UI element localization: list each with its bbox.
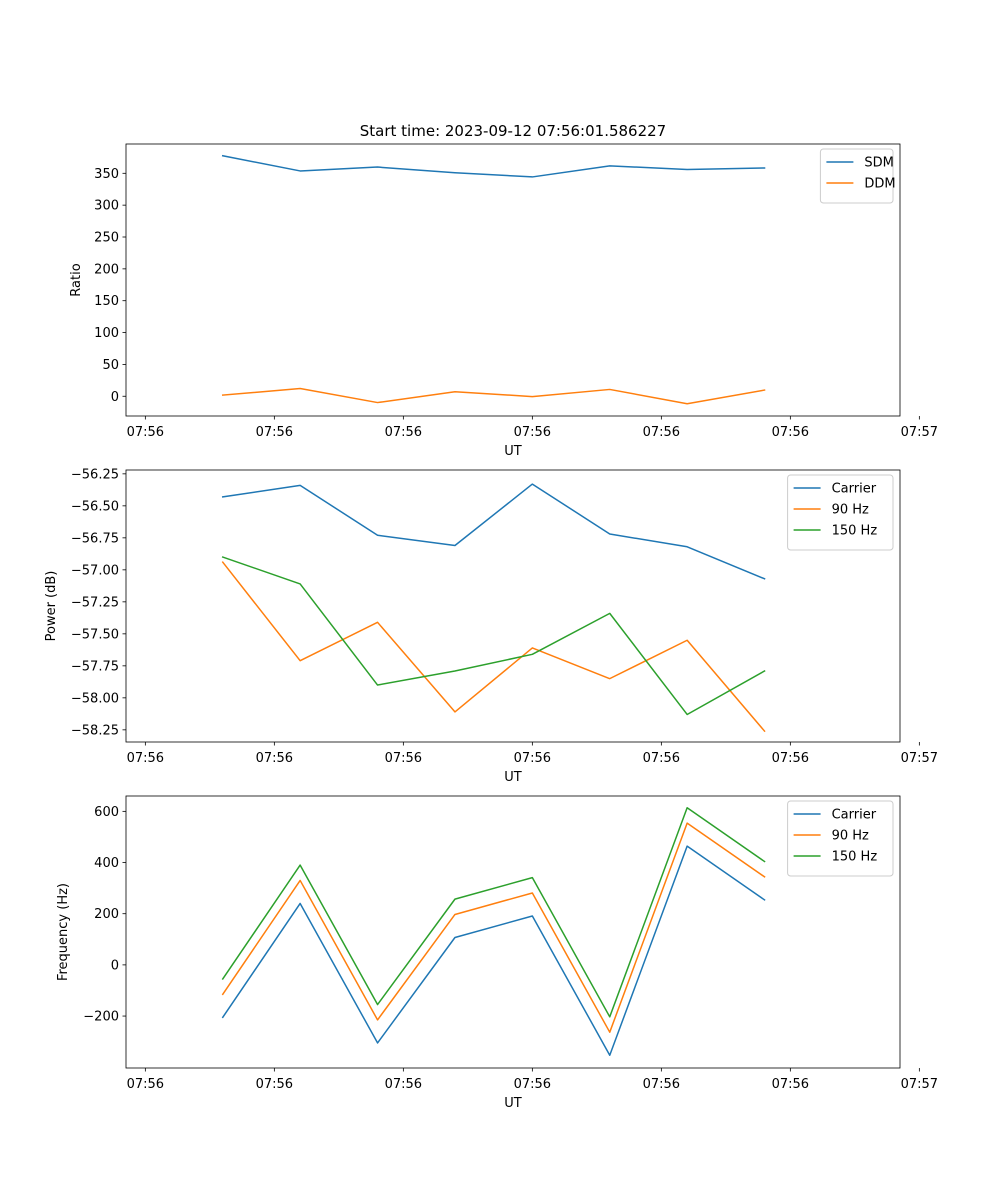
y-tick-label: −56.50 bbox=[71, 499, 119, 514]
x-tick-label: 07:56 bbox=[643, 751, 680, 766]
series-line-sdm bbox=[221, 154, 766, 178]
y-tick-label: −57.25 bbox=[71, 595, 119, 610]
y-tick-label: 200 bbox=[94, 907, 119, 922]
legend-label-ddm: DDM bbox=[864, 177, 895, 192]
x-tick-label: 07:56 bbox=[514, 1077, 551, 1092]
y-tick-label: 400 bbox=[94, 856, 119, 871]
x-tick-label: 07:56 bbox=[772, 1077, 809, 1092]
x-axis-label: UT bbox=[504, 770, 522, 785]
legend-frame bbox=[787, 800, 894, 877]
x-tick-label: 07:56 bbox=[127, 751, 164, 766]
x-tick-label: 07:56 bbox=[256, 425, 293, 440]
x-tick-label: 07:56 bbox=[772, 751, 809, 766]
legend-label-150-hz: 150 Hz bbox=[832, 524, 878, 539]
y-tick-label: 300 bbox=[94, 199, 119, 214]
legend-label-sdm: SDM bbox=[864, 156, 893, 171]
x-tick-label: 07:56 bbox=[127, 425, 164, 440]
x-tick-label: 07:57 bbox=[901, 751, 938, 766]
series-line-carrier bbox=[221, 483, 766, 580]
series-line-90-hz bbox=[221, 822, 766, 1033]
y-tick-label: 350 bbox=[94, 167, 119, 182]
y-tick-label: 150 bbox=[94, 294, 119, 309]
y-tick-label: −200 bbox=[83, 1010, 119, 1025]
x-axis-label: UT bbox=[504, 1096, 522, 1111]
y-tick-label: −56.75 bbox=[71, 531, 119, 546]
subplot-ratio: 07:56 07:56 07:56 07:56 07:56 07:56 07:57 0 50 10… bbox=[69, 143, 938, 459]
x-tick-label: 07:56 bbox=[643, 1077, 680, 1092]
y-tick-label: 250 bbox=[94, 231, 119, 246]
y-axis-label: Ratio bbox=[69, 263, 84, 296]
y-tick-label: −56.25 bbox=[71, 467, 119, 482]
series-line-carrier bbox=[221, 845, 766, 1056]
figure-title: Start time: 2023-09-12 07:56:01.586227 bbox=[360, 122, 666, 140]
series-line-150-hz bbox=[221, 556, 766, 716]
subplot-frequency: 07:56 07:56 07:56 07:56 07:56 07:56 07:57 −200 0… bbox=[56, 795, 938, 1111]
legend-label-carrier: Carrier bbox=[832, 808, 877, 823]
axes-frame bbox=[125, 143, 901, 417]
x-axis-label: UT bbox=[504, 444, 522, 459]
series-line-150-hz bbox=[221, 807, 766, 1018]
x-tick-label: 07:56 bbox=[514, 425, 551, 440]
x-tick-label: 07:56 bbox=[772, 425, 809, 440]
y-axis-label: Power (dB) bbox=[44, 571, 59, 642]
legend: Carrier 90 Hz 150 Hz bbox=[787, 800, 894, 877]
y-tick-label: 0 bbox=[111, 958, 119, 973]
y-tick-label: 200 bbox=[94, 262, 119, 277]
axes-frame bbox=[125, 469, 901, 743]
x-tick-label: 07:56 bbox=[256, 751, 293, 766]
x-tick-label: 07:57 bbox=[901, 425, 938, 440]
y-tick-label: −57.75 bbox=[71, 659, 119, 674]
y-tick-label: −57.50 bbox=[71, 627, 119, 642]
y-tick-label: 0 bbox=[111, 390, 119, 405]
x-tick-label: 07:56 bbox=[385, 425, 422, 440]
x-tick-label: 07:56 bbox=[127, 1077, 164, 1092]
legend-frame bbox=[787, 474, 894, 551]
legend: SDM DDM bbox=[819, 148, 896, 204]
y-tick-label: −58.25 bbox=[71, 723, 119, 738]
y-tick-label: 100 bbox=[94, 326, 119, 341]
legend: Carrier 90 Hz 150 Hz bbox=[787, 474, 894, 551]
x-tick-label: 07:56 bbox=[385, 1077, 422, 1092]
y-tick-label: 50 bbox=[102, 358, 119, 373]
y-tick-label: −58.00 bbox=[71, 691, 119, 706]
x-tick-label: 07:56 bbox=[643, 425, 680, 440]
x-tick-label: 07:56 bbox=[514, 751, 551, 766]
legend-label-90-hz: 90 Hz bbox=[832, 503, 869, 518]
y-tick-label: −57.00 bbox=[71, 563, 119, 578]
legend-label-90-hz: 90 Hz bbox=[832, 829, 869, 844]
y-axis-label: Frequency (Hz) bbox=[56, 883, 71, 981]
axes-frame bbox=[125, 795, 901, 1069]
x-tick-label: 07:57 bbox=[901, 1077, 938, 1092]
legend-label-150-hz: 150 Hz bbox=[832, 850, 878, 865]
subplot-power: 07:56 07:56 07:56 07:56 07:56 07:56 07:57 −56.2… bbox=[44, 467, 938, 785]
series-line-90-hz bbox=[221, 561, 766, 733]
legend-label-carrier: Carrier bbox=[832, 482, 877, 497]
series-line-ddm bbox=[221, 387, 766, 405]
x-tick-label: 07:56 bbox=[385, 751, 422, 766]
y-tick-label: 600 bbox=[94, 805, 119, 820]
x-tick-label: 07:56 bbox=[256, 1077, 293, 1092]
